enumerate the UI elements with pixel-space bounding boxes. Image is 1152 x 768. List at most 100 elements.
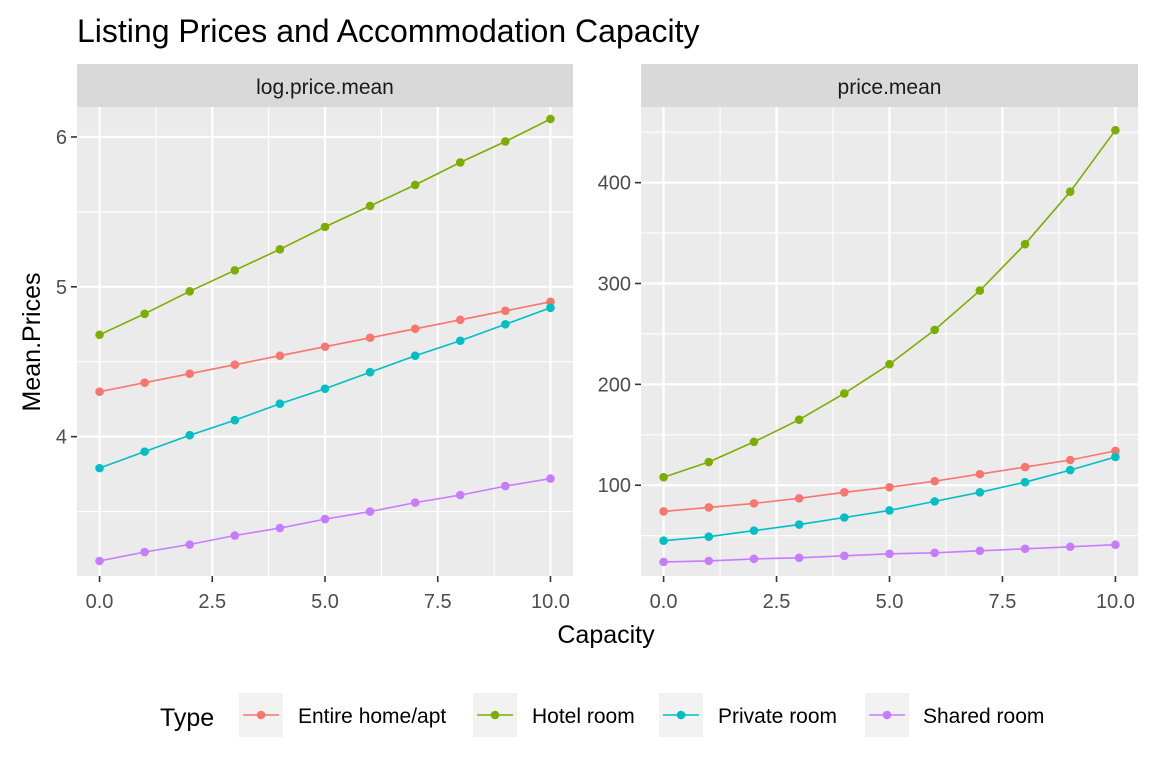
data-point-hotel-room (975, 286, 985, 295)
data-point-hotel-room (930, 325, 939, 335)
data-point-entire-home-apt (704, 503, 714, 512)
data-point-entire-home-apt (365, 333, 375, 343)
legend-label-shared-room: Shared room (923, 705, 1044, 728)
data-point-entire-home-apt (930, 476, 939, 486)
data-point-entire-home-apt (275, 351, 285, 361)
data-point-hotel-room (95, 330, 104, 340)
data-point-hotel-room (749, 437, 759, 447)
data-point-private-room (95, 463, 104, 473)
data-point-private-room (320, 384, 330, 393)
y-tick-label: 300 (598, 274, 631, 296)
data-point-shared-room (365, 507, 375, 516)
data-point-hotel-room (546, 114, 555, 124)
panel-price-mean: price.mean 0.0 2.5 5.0 7.5 10.0 100 200 300 400 (598, 64, 1138, 613)
data-point-private-room (455, 336, 465, 346)
data-point-shared-room (930, 548, 939, 558)
x-tick-label: 10.0 (1096, 591, 1135, 613)
data-point-private-room (885, 506, 894, 515)
data-point-hotel-room (1065, 187, 1075, 197)
data-point-shared-room (185, 540, 195, 549)
x-tick-label: 7.5 (424, 591, 452, 613)
x-tick-label: 7.5 (989, 591, 1017, 613)
data-point-shared-room (885, 549, 894, 559)
data-point-entire-home-apt (230, 360, 240, 370)
data-point-private-room (140, 447, 149, 456)
data-point-entire-home-apt (140, 378, 149, 388)
data-point-private-room (410, 351, 420, 361)
data-point-hotel-room (185, 287, 195, 296)
y-tick-label: 400 (598, 173, 631, 195)
data-point-hotel-room (501, 137, 510, 146)
data-point-hotel-room (455, 158, 465, 167)
data-point-entire-home-apt (840, 487, 849, 497)
data-point-entire-home-apt (501, 306, 510, 316)
data-point-hotel-room (659, 472, 668, 482)
legend-label-entire-home-apt: Entire home/apt (298, 705, 446, 728)
x-axis-title: Capacity (557, 621, 655, 649)
data-point-shared-room (410, 498, 420, 507)
data-point-entire-home-apt (1065, 455, 1075, 465)
legend-key-point-private-room (676, 710, 686, 720)
data-point-entire-home-apt (749, 499, 759, 508)
data-point-hotel-room (1111, 125, 1120, 135)
x-tick-label: 10.0 (531, 591, 570, 613)
y-axis-title: Mean.Prices (18, 273, 46, 412)
data-point-private-room (501, 319, 510, 329)
data-point-entire-home-apt (455, 315, 465, 325)
data-point-shared-room (749, 554, 759, 564)
strip-label-log-price-mean: log.price.mean (256, 76, 394, 99)
data-point-private-room (546, 303, 555, 313)
data-point-private-room (185, 430, 195, 440)
data-point-entire-home-apt (546, 297, 555, 307)
data-point-shared-room (320, 514, 330, 524)
legend-label-hotel-room: Hotel room (532, 705, 635, 728)
data-point-private-room (659, 536, 668, 545)
data-point-entire-home-apt (1020, 462, 1030, 472)
data-point-private-room (365, 367, 375, 377)
data-point-hotel-room (140, 309, 149, 319)
data-point-shared-room (230, 531, 240, 540)
data-point-shared-room (140, 547, 149, 557)
legend-key-point-shared-room (882, 710, 892, 720)
data-point-hotel-room (410, 180, 420, 190)
y-tick-label: 6 (56, 127, 67, 149)
data-point-hotel-room (320, 222, 330, 232)
y-tick-label: 5 (56, 277, 67, 299)
data-point-hotel-room (704, 457, 714, 467)
data-point-shared-room (501, 481, 510, 491)
data-point-private-room (704, 532, 714, 541)
data-point-hotel-room (1020, 239, 1030, 249)
data-point-private-room (1111, 452, 1120, 462)
data-point-shared-room (975, 546, 985, 556)
legend-key-point-hotel-room (490, 710, 500, 720)
x-tick-label: 0.0 (650, 591, 678, 613)
data-point-private-room (230, 415, 240, 425)
legend-label-private-room: Private room (718, 705, 837, 728)
data-point-hotel-room (275, 245, 285, 254)
data-point-private-room (749, 526, 759, 535)
data-point-private-room (794, 520, 804, 529)
data-point-entire-home-apt (185, 369, 195, 379)
data-point-hotel-room (230, 266, 240, 275)
chart-title: Listing Prices and Accommodation Capacit… (77, 13, 700, 49)
data-point-entire-home-apt (794, 494, 804, 503)
x-tick-label: 5.0 (876, 591, 904, 613)
data-point-shared-room (1111, 540, 1120, 550)
strip-label-price-mean: price.mean (838, 76, 942, 99)
x-tick-label: 2.5 (763, 591, 791, 613)
data-point-shared-room (794, 553, 804, 563)
data-point-shared-room (1020, 544, 1030, 554)
strip-background (641, 64, 1138, 107)
y-tick-label: 200 (598, 374, 631, 396)
data-point-entire-home-apt (975, 469, 985, 479)
x-tick-label: 5.0 (311, 591, 339, 613)
data-point-hotel-room (885, 359, 894, 369)
data-point-hotel-room (794, 415, 804, 424)
data-point-private-room (975, 487, 985, 497)
data-point-hotel-room (840, 389, 849, 398)
data-point-entire-home-apt (885, 482, 894, 492)
data-point-hotel-room (365, 201, 375, 211)
strip-background (77, 64, 573, 107)
facet-panels: log.price.mean 0.0 2.5 5.0 7.5 10.0 4 5 6 price.m… (56, 64, 1138, 613)
